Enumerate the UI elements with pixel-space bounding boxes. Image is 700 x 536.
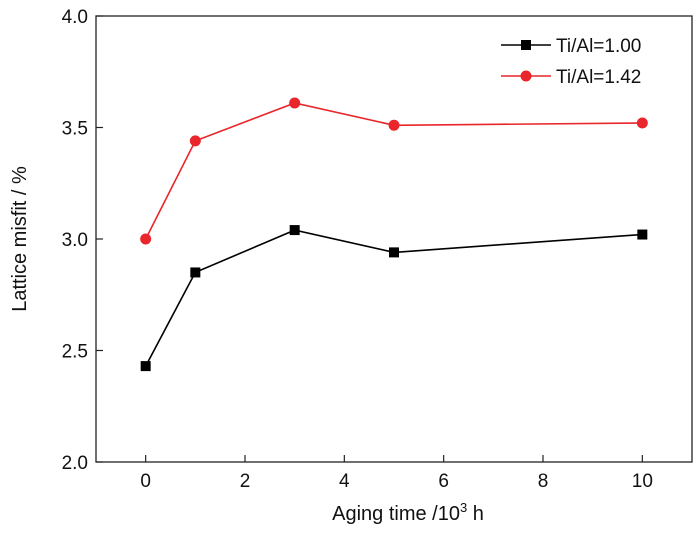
legend-marker (520, 70, 532, 82)
series-2 (140, 97, 648, 245)
series-1 (140, 225, 648, 372)
legend-label: Ti/Al=1.42 (556, 67, 641, 88)
legend-label: Ti/Al=1.00 (556, 36, 641, 57)
data-point (140, 361, 151, 372)
series-group (140, 97, 648, 372)
y-axis: 2.0 2.5 3.0 3.5 4.0 (62, 7, 103, 474)
y-tick-label: 3.0 (62, 230, 88, 251)
x-tick-label: 6 (438, 471, 449, 492)
x-tick-label: 0 (140, 471, 151, 492)
legend-item-1: Ti/Al=1.00 (501, 36, 641, 57)
data-point (388, 119, 400, 131)
legend-marker (521, 40, 531, 50)
y-tick-label: 2.5 (62, 342, 88, 363)
data-point (289, 97, 301, 109)
data-point (637, 229, 648, 240)
data-point (636, 117, 648, 129)
y-tick-label: 2.0 (62, 453, 88, 474)
x-tick-label: 8 (538, 471, 549, 492)
x-axis-title-superscript: 3 (460, 500, 467, 515)
x-tick-label: 10 (632, 471, 653, 492)
data-point (190, 267, 201, 278)
x-axis-title: Aging time /103 h (332, 500, 484, 525)
data-point (389, 247, 399, 258)
legend: Ti/Al=1.00 Ti/Al=1.42 (501, 36, 641, 88)
y-axis-title: Lattice misfit / % (9, 166, 31, 312)
y-tick-label: 3.5 (62, 119, 88, 140)
data-point (189, 135, 201, 147)
x-axis-title-suffix: h (467, 503, 484, 525)
legend-item-2: Ti/Al=1.42 (501, 67, 641, 88)
x-tick-label: 4 (339, 471, 350, 492)
x-axis: 0 2 4 6 8 10 (140, 455, 653, 492)
data-point (140, 233, 152, 245)
data-point (289, 225, 300, 236)
x-tick-label: 2 (240, 471, 251, 492)
y-tick-label: 4.0 (62, 7, 88, 28)
